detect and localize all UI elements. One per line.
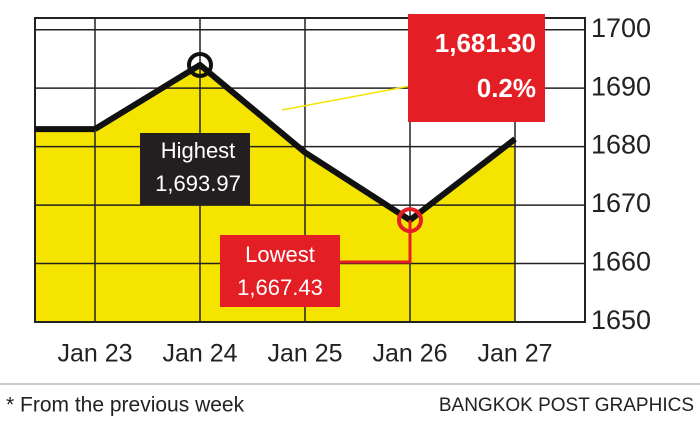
line <box>93 61 517 224</box>
y-tick-label: 1680 <box>591 130 651 160</box>
area <box>35 64 515 323</box>
high-value: 1,693.97 <box>155 171 241 196</box>
x-tick-label: Jan 27 <box>477 340 552 368</box>
low-connector <box>340 220 412 264</box>
low-value: 1,667.43 <box>237 275 323 300</box>
y-tick-label: 1690 <box>591 71 651 101</box>
y-tick-label: 1700 <box>591 13 651 43</box>
y-tick-label: 1650 <box>591 305 651 335</box>
connector <box>281 85 411 111</box>
high-title: Highest <box>161 138 236 163</box>
x-tick-label: Jan 26 <box>372 340 447 368</box>
y-tick-label: 1660 <box>591 247 651 277</box>
high-box <box>140 133 250 205</box>
low-box <box>220 235 340 307</box>
low-marker <box>397 207 423 234</box>
plot-frame <box>34 17 586 323</box>
x-tick-label: Jan 24 <box>162 340 237 368</box>
x-tick-label: Jan 25 <box>267 340 342 368</box>
low-title: Lowest <box>245 242 315 267</box>
footnote: * From the previous week <box>6 394 245 417</box>
latest-value: 1,681.30 <box>435 28 536 58</box>
x-tick-label: Jan 23 <box>57 340 132 368</box>
y-tick-label: 1670 <box>591 188 651 218</box>
latest-change: 0.2% <box>477 73 536 103</box>
high-marker <box>187 51 213 78</box>
latest-box <box>408 14 545 122</box>
source: BANGKOK POST GRAPHICS <box>439 395 694 416</box>
